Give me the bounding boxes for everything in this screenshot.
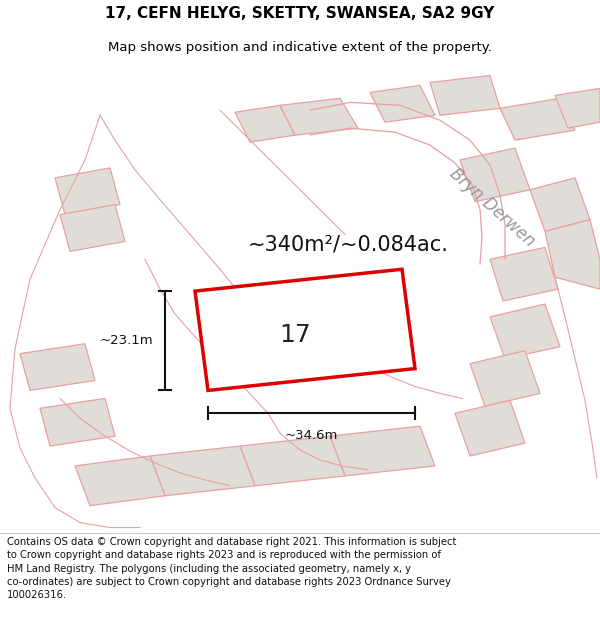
Text: ~23.1m: ~23.1m — [100, 334, 153, 348]
Polygon shape — [490, 248, 558, 301]
Polygon shape — [555, 89, 600, 128]
Polygon shape — [240, 436, 345, 486]
Polygon shape — [370, 86, 435, 122]
Polygon shape — [60, 204, 125, 251]
Polygon shape — [40, 398, 115, 446]
Polygon shape — [20, 344, 95, 391]
Text: ~34.6m: ~34.6m — [285, 429, 338, 442]
Polygon shape — [500, 98, 575, 140]
Text: Contains OS data © Crown copyright and database right 2021. This information is : Contains OS data © Crown copyright and d… — [7, 537, 457, 600]
Text: 17, CEFN HELYG, SKETTY, SWANSEA, SA2 9GY: 17, CEFN HELYG, SKETTY, SWANSEA, SA2 9GY — [106, 6, 494, 21]
Polygon shape — [280, 98, 358, 135]
Polygon shape — [55, 168, 120, 214]
Polygon shape — [490, 304, 560, 359]
Polygon shape — [235, 106, 295, 142]
Polygon shape — [330, 426, 435, 476]
Polygon shape — [430, 76, 500, 115]
Text: ~340m²/~0.084ac.: ~340m²/~0.084ac. — [248, 234, 449, 254]
Text: Map shows position and indicative extent of the property.: Map shows position and indicative extent… — [108, 41, 492, 54]
Polygon shape — [530, 178, 590, 231]
Polygon shape — [75, 456, 165, 506]
Polygon shape — [455, 401, 525, 456]
Text: 17: 17 — [279, 322, 311, 347]
Polygon shape — [150, 446, 255, 496]
Polygon shape — [545, 219, 600, 289]
Polygon shape — [195, 269, 415, 391]
Text: Bryn Derwen: Bryn Derwen — [446, 165, 538, 251]
Polygon shape — [470, 351, 540, 406]
Polygon shape — [460, 148, 530, 202]
